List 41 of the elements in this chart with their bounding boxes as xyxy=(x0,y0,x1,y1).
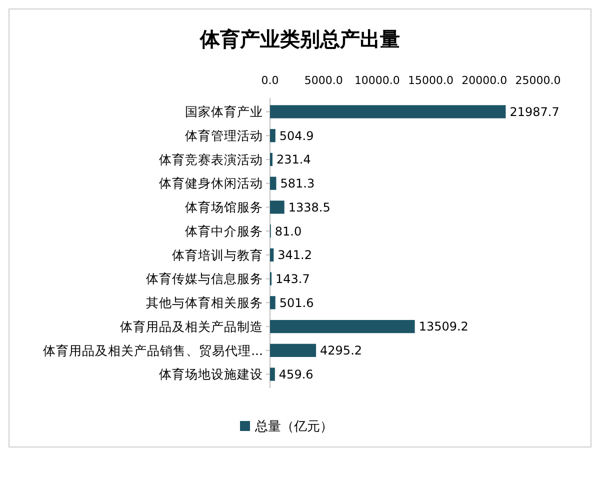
y-tick-label: 体育管理活动 xyxy=(185,128,263,143)
x-tick-label: 20000.0 xyxy=(462,74,508,87)
bar xyxy=(270,296,276,310)
bar xyxy=(270,105,506,118)
bar xyxy=(270,200,284,214)
y-tick-label: 体育培训与教育 xyxy=(172,247,263,262)
data-label: 143.7 xyxy=(276,272,310,286)
y-tick-label: 体育健身休闲活动 xyxy=(159,176,263,191)
x-tick-label: 15000.0 xyxy=(408,74,454,87)
chart-title: 体育产业类别总产出量 xyxy=(199,27,400,51)
bar xyxy=(270,320,415,334)
data-label: 1338.5 xyxy=(288,200,330,214)
y-tick-label: 体育场馆服务 xyxy=(185,200,263,215)
data-label: 341.2 xyxy=(278,248,312,262)
x-tick-label: 5000.0 xyxy=(304,74,343,87)
y-tick-label: 体育中介服务 xyxy=(185,223,263,238)
data-label: 504.9 xyxy=(279,128,314,143)
y-tick-label: 体育传媒与信息服务 xyxy=(146,271,263,286)
data-label: 501.6 xyxy=(279,296,314,310)
data-label: 81.0 xyxy=(274,224,302,238)
bar xyxy=(270,248,274,262)
legend-label: 总量（亿元） xyxy=(254,420,333,435)
x-tick-label: 10000.0 xyxy=(354,74,400,87)
y-tick-label: 体育用品及相关产品销售、贸易代理... xyxy=(43,342,263,358)
y-tick-label: 体育场地设施建设 xyxy=(159,366,263,382)
y-tick-label: 体育用品及相关产品制造 xyxy=(120,318,263,334)
y-tick-label: 其他与体育相关服务 xyxy=(146,295,263,310)
data-label: 13509.2 xyxy=(418,320,468,334)
data-label: 231.4 xyxy=(276,152,311,167)
bar xyxy=(270,368,275,381)
x-tick-label: 0.0 xyxy=(261,74,279,87)
data-label: 581.3 xyxy=(280,176,315,191)
data-label: 21987.7 xyxy=(510,104,560,119)
data-label: 4295.2 xyxy=(320,344,362,358)
bar xyxy=(270,344,316,357)
bar xyxy=(270,176,276,190)
x-tick-label: 25000.0 xyxy=(515,74,561,87)
bar xyxy=(270,129,276,142)
y-tick-label: 国家体育产业 xyxy=(185,104,263,120)
y-tick-label: 体育竞赛表演活动 xyxy=(159,152,263,167)
data-label: 459.6 xyxy=(278,367,314,382)
